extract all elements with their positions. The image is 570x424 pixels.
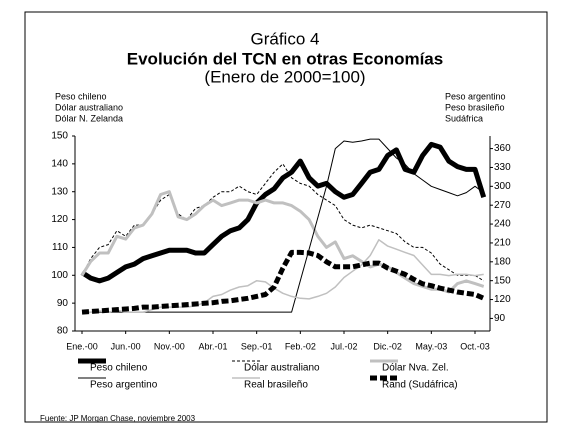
y-tick-label: 120 bbox=[51, 214, 68, 225]
x-tick-label: Feb.-02 bbox=[285, 341, 316, 351]
y-tick-label: 150 bbox=[51, 131, 68, 142]
legend-label: Peso argentino bbox=[90, 380, 158, 391]
y-tick-label: 80 bbox=[57, 326, 69, 337]
legend-label: Peso chileno bbox=[90, 363, 148, 374]
legend-label: Dólar australiano bbox=[244, 363, 320, 374]
y2-tick-label: 150 bbox=[494, 275, 511, 286]
y-axis-label: Dólar australiano bbox=[55, 102, 123, 112]
source: Fuente: JP Morgan Chase, noviembre 2003 bbox=[40, 414, 196, 423]
y2-tick-label: 240 bbox=[494, 219, 511, 230]
x-tick-label: Dic.-02 bbox=[373, 341, 402, 351]
chart-subtitle: (Enero de 2000=100) bbox=[204, 67, 365, 86]
x-tick-label: Abr.-01 bbox=[198, 341, 227, 351]
y2-tick-label: 210 bbox=[494, 238, 511, 249]
x-tick-label: Oct.-03 bbox=[460, 341, 490, 351]
series-line bbox=[80, 190, 485, 294]
legend-label: Dólar Nva. Zel. bbox=[382, 363, 449, 374]
y-tick-label: 130 bbox=[51, 186, 68, 197]
legend-label: Rand (Sudáfrica) bbox=[382, 380, 458, 391]
y-axis-label: Dólar N. Zelanda bbox=[55, 113, 123, 123]
y2-tick-label: 90 bbox=[494, 313, 506, 324]
y-tick-label: 90 bbox=[57, 298, 69, 309]
x-tick-label: Jun.-00 bbox=[111, 341, 141, 351]
x-tick-label: Ene.-00 bbox=[66, 341, 98, 351]
y2-axis-label: Peso brasileño bbox=[445, 102, 505, 112]
series-line bbox=[82, 239, 484, 313]
y2-tick-label: 330 bbox=[494, 162, 511, 173]
y-tick-label: 140 bbox=[51, 158, 68, 169]
y2-tick-label: 300 bbox=[494, 181, 511, 192]
x-tick-label: Nov.-00 bbox=[154, 341, 185, 351]
x-tick-label: Sep.-01 bbox=[241, 341, 273, 351]
y2-tick-label: 120 bbox=[494, 294, 511, 305]
frame bbox=[24, 11, 548, 423]
y-tick-label: 110 bbox=[52, 242, 68, 253]
chart-title: Gráfico 4 bbox=[251, 29, 320, 48]
series-line bbox=[80, 141, 487, 284]
x-tick-label: May.-03 bbox=[415, 341, 447, 351]
y2-axis-label: Peso argentino bbox=[445, 91, 506, 101]
legend-label: Real brasileño bbox=[244, 380, 308, 391]
chart-title: Evolución del TCN en otras Economías bbox=[127, 49, 443, 68]
series-line bbox=[82, 138, 484, 313]
y2-tick-label: 180 bbox=[494, 256, 511, 267]
y2-tick-label: 360 bbox=[494, 143, 511, 154]
y-axis-label: Peso chileno bbox=[55, 91, 107, 101]
y2-axis-label: Sudáfrica bbox=[445, 113, 483, 123]
y-tick-label: 100 bbox=[51, 270, 68, 281]
x-tick-label: Jul.-02 bbox=[330, 341, 357, 351]
y2-tick-label: 270 bbox=[494, 200, 511, 211]
series-line bbox=[81, 249, 485, 315]
